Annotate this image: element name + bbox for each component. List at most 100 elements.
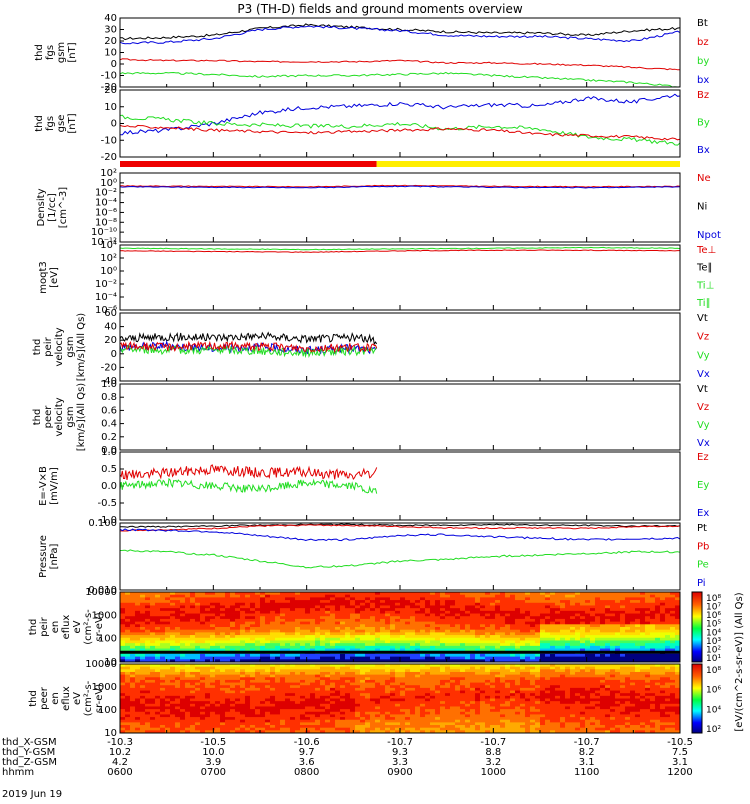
heatmap-cell [440, 597, 445, 600]
heatmap-cell [370, 712, 375, 715]
heatmap-cell [425, 717, 430, 720]
heatmap-cell [125, 646, 130, 649]
heatmap-cell [485, 614, 490, 617]
heatmap-cell [240, 725, 245, 728]
heatmap-cell [230, 680, 235, 683]
heatmap-cell [630, 643, 635, 646]
heatmap-cell [480, 597, 485, 600]
heatmap-cell [205, 643, 210, 646]
heatmap-cell [325, 669, 330, 672]
heatmap-cell [660, 643, 665, 646]
heatmap-cell [235, 683, 240, 686]
heatmap-cell [380, 622, 385, 625]
heatmap-cell [360, 646, 365, 649]
heatmap-cell [155, 696, 160, 699]
heatmap-cell [245, 657, 250, 660]
heatmap-cell [520, 646, 525, 649]
heatmap-cell [270, 688, 275, 691]
heatmap-cell [165, 638, 170, 641]
heatmap-cell [345, 632, 350, 635]
heatmap-cell [325, 605, 330, 608]
heatmap-cell [340, 611, 345, 614]
heatmap-cell [360, 622, 365, 625]
heatmap-cell [200, 632, 205, 635]
heatmap-cell [365, 680, 370, 683]
heatmap-cell [625, 614, 630, 617]
heatmap-cell [355, 624, 360, 627]
heatmap-cell [550, 630, 555, 633]
heatmap-cell [230, 717, 235, 720]
heatmap-cell [245, 616, 250, 619]
heatmap-cell [245, 600, 250, 603]
heatmap-cell [420, 597, 425, 600]
heatmap-cell [160, 714, 165, 717]
heatmap-cell [405, 635, 410, 638]
heatmap-cell [535, 624, 540, 627]
heatmap-cell [140, 688, 145, 691]
heatmap-cell [545, 640, 550, 643]
heatmap-cell [220, 624, 225, 627]
heatmap-cell [130, 622, 135, 625]
heatmap-cell [515, 646, 520, 649]
heatmap-cell [410, 635, 415, 638]
heatmap-cell [350, 646, 355, 649]
heatmap-cell [200, 672, 205, 675]
heatmap-cell [555, 624, 560, 627]
heatmap-cell [485, 597, 490, 600]
heatmap-cell [425, 688, 430, 691]
heatmap-cell [375, 646, 380, 649]
heatmap-cell [345, 622, 350, 625]
heatmap-cell [215, 669, 220, 672]
heatmap-cell [495, 614, 500, 617]
heatmap-cell [170, 619, 175, 622]
heatmap-cell [125, 712, 130, 715]
heatmap-cell [360, 657, 365, 660]
heatmap-cell [320, 722, 325, 725]
heatmap-cell [600, 635, 605, 638]
heatmap-cell [295, 706, 300, 709]
heatmap-cell [475, 632, 480, 635]
heatmap-cell [205, 722, 210, 725]
heatmap-cell [385, 654, 390, 657]
heatmap-cell [445, 688, 450, 691]
heatmap-cell [365, 595, 370, 598]
heatmap-cell [215, 675, 220, 678]
heatmap-cell [240, 667, 245, 670]
heatmap-cell [450, 696, 455, 699]
heatmap-cell [445, 605, 450, 608]
heatmap-cell [210, 643, 215, 646]
heatmap-cell [630, 595, 635, 598]
heatmap-cell [315, 630, 320, 633]
heatmap-cell [670, 646, 675, 649]
heatmap-cell [240, 619, 245, 622]
heatmap-cell [670, 654, 675, 657]
heatmap-cell [445, 632, 450, 635]
heatmap-cell [175, 635, 180, 638]
heatmap-cell [390, 701, 395, 704]
heatmap-cell [150, 712, 155, 715]
heatmap-cell [545, 638, 550, 641]
heatmap-cell [645, 597, 650, 600]
heatmap-cell [175, 640, 180, 643]
heatmap-cell [220, 693, 225, 696]
heatmap-cell [375, 600, 380, 603]
heatmap-cell [650, 630, 655, 633]
heatmap-cell [150, 630, 155, 633]
heatmap-cell [230, 699, 235, 702]
heatmap-cell [180, 632, 185, 635]
heatmap-cell [305, 622, 310, 625]
heatmap-cell [200, 624, 205, 627]
heatmap-cell [445, 728, 450, 731]
heatmap-cell [550, 635, 555, 638]
heatmap-cell [385, 611, 390, 614]
heatmap-cell [235, 685, 240, 688]
heatmap-cell [635, 643, 640, 646]
heatmap-cell [485, 646, 490, 649]
heatmap-cell [600, 603, 605, 606]
heatmap-cell [215, 720, 220, 723]
heatmap-cell [555, 616, 560, 619]
heatmap-cell [350, 624, 355, 627]
heatmap-cell [170, 677, 175, 680]
heatmap-cell [525, 640, 530, 643]
heatmap-cell [480, 627, 485, 630]
